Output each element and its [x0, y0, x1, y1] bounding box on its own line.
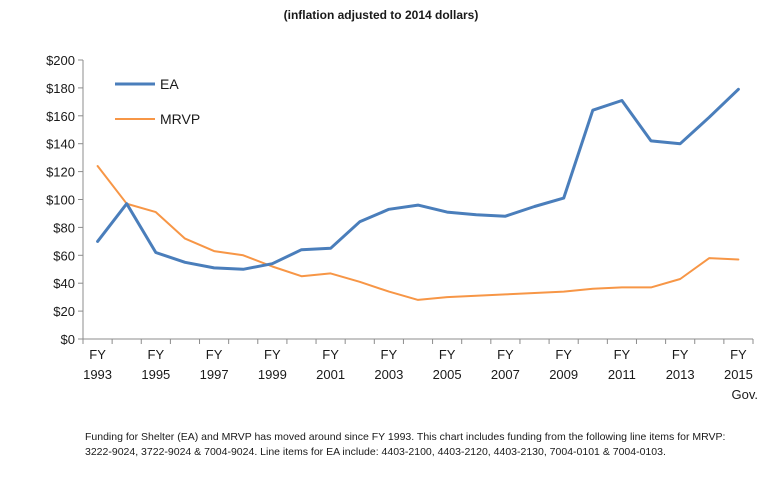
y-tick-label: $140	[46, 137, 75, 152]
y-tick-label: $160	[46, 109, 75, 124]
y-tick-label: $120	[46, 165, 75, 180]
x-tick-label: 1999	[258, 367, 287, 382]
y-tick-label: $0	[61, 332, 75, 347]
legend-label-mrvp: MRVP	[160, 111, 200, 127]
x-tick-label: 2001	[316, 367, 345, 382]
x-tick-label: 1993	[83, 367, 112, 382]
x-tick-label: FY	[555, 347, 572, 362]
y-tick-label: $180	[46, 81, 75, 96]
x-tick-label: 1995	[141, 367, 170, 382]
x-tick-label: FY	[89, 347, 106, 362]
x-tick-label: Gov.	[732, 387, 759, 402]
y-tick-label: $60	[53, 248, 75, 263]
legend: EA MRVP	[115, 76, 200, 127]
x-tick-label: 2007	[491, 367, 520, 382]
chart-subtitle: (inflation adjusted to 2014 dollars)	[283, 8, 479, 22]
x-tick-label: FY	[439, 347, 456, 362]
series-line-mrvp	[96, 165, 740, 301]
x-tick-label: FY	[497, 347, 514, 362]
y-tick-label: $100	[46, 193, 75, 208]
x-tick-label: FY	[264, 347, 281, 362]
y-axis-ticks: $200 $180 $160 $140 $120 $100 $80 $60 $40 $20 $0	[46, 53, 83, 347]
x-tick-label: 1997	[200, 367, 229, 382]
x-tick-label: 2011	[608, 367, 636, 382]
x-tick-label: FY	[148, 347, 165, 362]
x-tick-label: FY	[730, 347, 747, 362]
y-tick-label: $20	[53, 304, 75, 319]
x-tick-label: FY	[206, 347, 223, 362]
x-tick-label: FY	[322, 347, 339, 362]
x-axis-ticks: FY 1993 FY 1995 FY 1997 FY 1999 FY 2001 FY 2003 FY 20…	[82, 339, 759, 402]
legend-label-ea: EA	[160, 76, 179, 92]
x-tick-label: 2013	[666, 367, 695, 382]
x-tick-label: FY	[381, 347, 398, 362]
x-tick-label: 2015	[724, 367, 753, 382]
x-tick-label: 2005	[433, 367, 462, 382]
x-tick-label: FY	[614, 347, 631, 362]
series-line-ea	[96, 87, 740, 271]
y-tick-label: $200	[46, 53, 75, 68]
chart-caption: Funding for Shelter (EA) and MRVP has mo…	[85, 431, 726, 458]
y-tick-label: $80	[53, 220, 75, 235]
series-lines	[96, 87, 740, 301]
y-tick-label: $40	[53, 276, 75, 291]
x-tick-label: 2009	[549, 367, 578, 382]
x-tick-label: FY	[672, 347, 689, 362]
x-tick-label: 2003	[374, 367, 403, 382]
chart-axes	[82, 60, 753, 340]
